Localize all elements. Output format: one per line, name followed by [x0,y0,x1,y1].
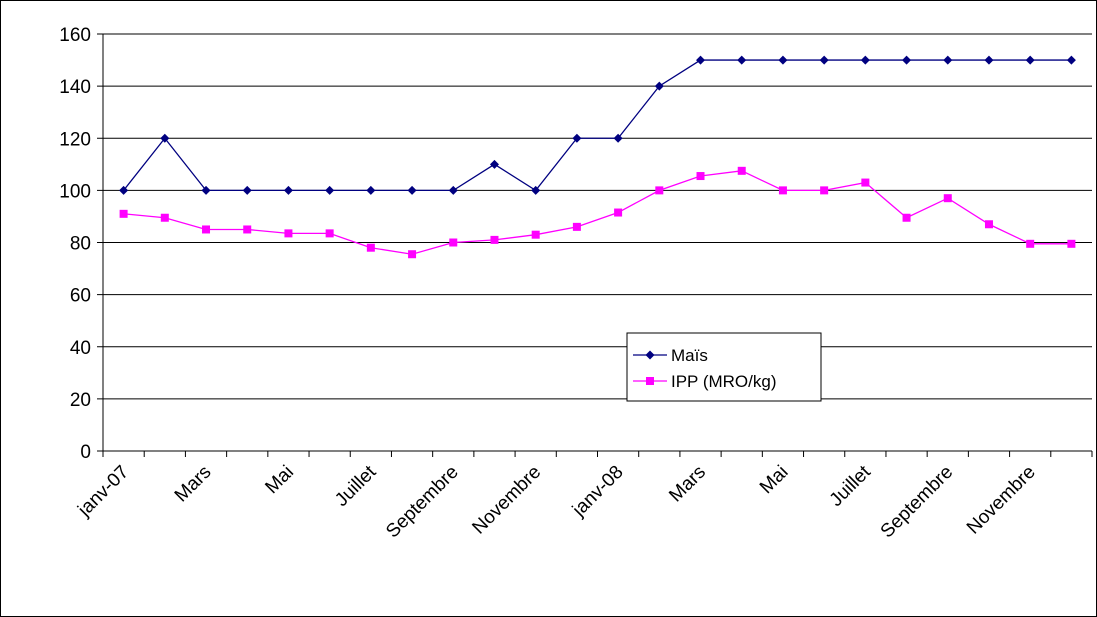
data-point [1025,55,1035,65]
data-point [202,225,211,234]
y-tick-label: 60 [70,286,91,307]
series-line [123,59,1072,192]
data-point [737,55,747,65]
data-point [160,133,170,143]
data-point [201,185,211,195]
data-point [407,185,417,195]
data-point [696,172,705,181]
data-point [366,185,376,195]
y-tick-label: 160 [59,25,91,46]
data-point [902,213,911,222]
data-point [614,208,623,217]
data-point [284,229,293,238]
legend-label: IPP (MRO/kg) [671,372,776,391]
y-tick-label: 20 [70,390,91,411]
data-point [655,186,664,195]
data-point [408,250,417,259]
data-point [283,185,293,195]
legend-entry: IPP (MRO/kg) [633,372,776,391]
legend: Maïs IPP (MRO/kg) [626,332,822,402]
data-point [984,220,993,229]
legend-entry: Maïs [633,346,708,365]
data-point [984,55,994,65]
data-point [737,166,746,175]
data-point [490,235,499,244]
data-point [160,213,169,222]
data-point [696,55,706,65]
y-tick-label: 100 [59,181,91,202]
data-point [119,209,128,218]
data-point [860,55,870,65]
data-point [778,186,787,195]
data-point [943,55,953,65]
data-point [325,229,334,238]
y-tick-label: 120 [59,129,91,150]
data-point [819,55,829,65]
data-point [242,185,252,195]
series-group [119,55,1076,259]
series-line [123,170,1072,255]
legend-label: Maïs [671,346,708,365]
data-point [325,185,335,195]
data-point [531,230,540,239]
data-point [1067,239,1076,248]
data-point [902,55,912,65]
legend-marker [646,377,654,385]
y-tick-label: 140 [59,77,91,98]
legend-box [626,332,822,402]
y-tick-label: 80 [70,234,91,255]
data-point [778,55,788,65]
data-point [489,159,499,169]
y-tick-label: 40 [70,338,91,359]
data-point [243,225,252,234]
data-point [820,186,829,195]
y-axis-tick-labels: 0 20 40 60 80 100 120 140 160 [59,25,91,463]
series-mais [119,55,1076,195]
data-point [448,185,458,195]
legend-marker [645,350,655,360]
data-point [861,178,870,187]
data-point [366,243,375,252]
data-point [449,238,458,247]
data-point [1066,55,1076,65]
data-point [572,222,581,231]
data-point [1026,239,1035,248]
series-ipp [119,166,1076,259]
data-point [654,81,664,91]
data-point [119,185,129,195]
y-tick-label: 0 [80,442,91,463]
data-point [613,133,623,143]
axes [97,33,1093,457]
data-point [943,194,952,203]
data-point [531,185,541,195]
data-point [572,133,582,143]
